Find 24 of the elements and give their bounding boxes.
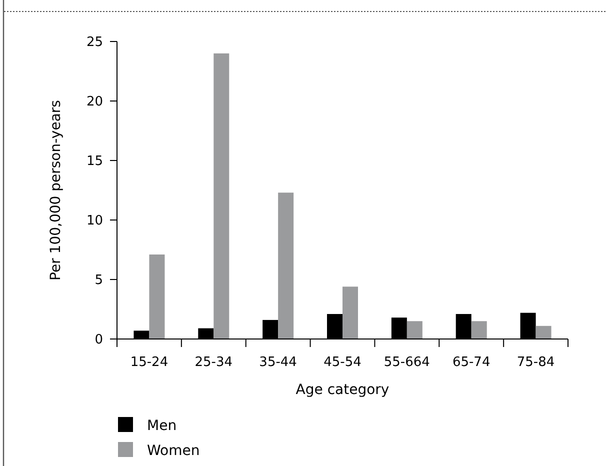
x-tick-label: 45-54 — [324, 355, 362, 370]
x-tick-label: 35-44 — [259, 355, 297, 370]
x-tick-label: 65-74 — [452, 355, 490, 370]
bar — [406, 321, 422, 339]
bar — [149, 254, 165, 339]
y-tick-label: 5 — [94, 273, 103, 288]
bar — [278, 192, 294, 339]
y-tick-label: 15 — [86, 154, 103, 170]
x-tick-label: 15-24 — [130, 355, 168, 370]
y-tick-label: 0 — [94, 332, 103, 348]
bar — [471, 321, 487, 339]
legend-label: Women — [147, 442, 200, 459]
y-tick-label: 25 — [86, 35, 103, 50]
legend-label: Men — [147, 418, 177, 434]
y-axis-title: Per 100,000 person-years — [48, 100, 64, 280]
bar — [536, 326, 552, 339]
x-tick-label: 55-664 — [384, 355, 430, 370]
y-tick-label: 20 — [86, 94, 103, 110]
x-axis-title: Age category — [296, 382, 390, 398]
x-tick-label: 25-34 — [194, 355, 233, 370]
y-tick-label: 10 — [86, 214, 103, 229]
bar — [342, 286, 358, 339]
bar — [214, 53, 230, 339]
x-tick-label: 75-84 — [516, 355, 555, 370]
